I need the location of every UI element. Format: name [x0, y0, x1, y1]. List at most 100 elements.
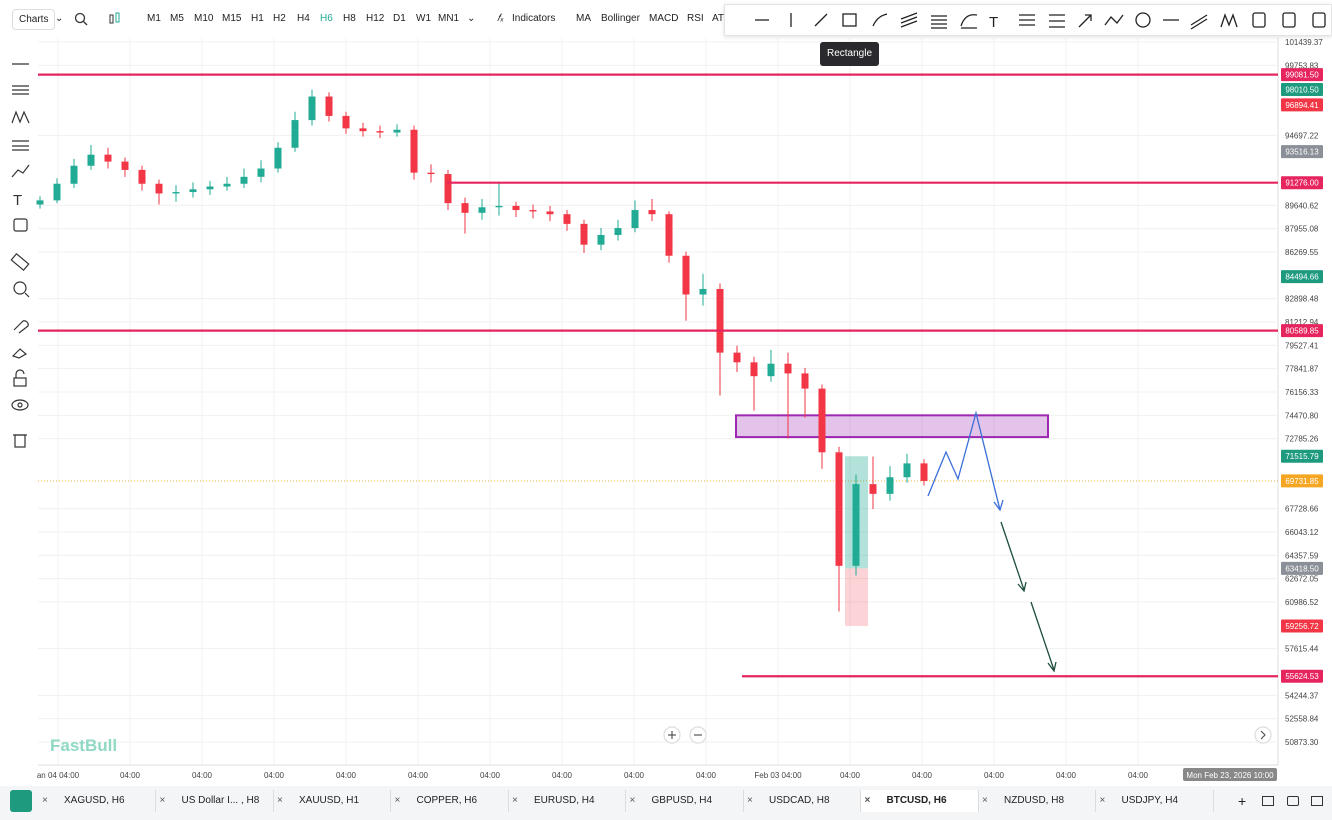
layout-icon[interactable] [1262, 796, 1274, 806]
zone-rectangle [735, 414, 1049, 439]
close-tab[interactable]: × [277, 795, 283, 806]
y-tick-label: 86269.55 [1285, 248, 1319, 257]
candle-body [716, 288, 724, 353]
tab-label: COPPER, H6 [416, 795, 478, 806]
symbol-tab[interactable]: × NZDUSD, H8 [978, 790, 1096, 812]
y-tick-label: 57615.44 [1285, 645, 1319, 654]
x-tick-label: 04:00 [696, 771, 717, 780]
charts-button[interactable]: Charts [12, 9, 56, 30]
close-tab[interactable]: × [1099, 795, 1106, 806]
candle-body [869, 484, 877, 494]
study-button[interactable]: AT [712, 13, 725, 24]
indicators-button[interactable]: Indicators [512, 13, 556, 24]
price-tag [1281, 176, 1323, 190]
symbol-tab[interactable]: × BTCUSD, H6 [860, 790, 979, 812]
timeframe-button[interactable]: H4 [297, 13, 310, 24]
price-tag-label: 99081.50 [1285, 71, 1319, 80]
candle-body [172, 192, 180, 194]
symbol-tab[interactable]: × USDJPY, H4 [1096, 790, 1214, 812]
candle-body [903, 463, 911, 478]
search-icon[interactable] [74, 12, 88, 26]
x-tick-label: 04:00 [552, 771, 573, 780]
study-button[interactable]: MACD [649, 13, 679, 24]
timeframe-button[interactable]: M15 [222, 13, 242, 24]
fullscreen-icon[interactable] [1311, 796, 1323, 806]
timeframe-button[interactable]: MN1 [438, 13, 460, 24]
svg-text:T: T [13, 192, 22, 209]
candle-body [818, 388, 826, 453]
y-tick-label: 87955.08 [1285, 225, 1319, 234]
dropdown-caret[interactable]: ⌄ [55, 13, 64, 24]
candle-body [308, 96, 316, 121]
symbol-tab[interactable]: × EURUSD, H4 [508, 790, 626, 812]
y-tick-label: 76156.33 [1285, 388, 1319, 397]
symbol-tab[interactable]: × XAUUSD, H1 [273, 790, 391, 812]
add-tab[interactable]: + [1238, 793, 1247, 809]
close-tab[interactable]: × [42, 795, 48, 806]
close-tab[interactable]: × [982, 795, 988, 806]
tab-label: BTCUSD, H6 [886, 795, 947, 806]
timeframe-button[interactable]: H2 [273, 13, 286, 24]
y-tick-label: 89640.62 [1285, 201, 1319, 210]
close-tab[interactable]: × [512, 795, 518, 806]
timeframe-button[interactable]: H8 [343, 13, 356, 24]
arrow-head [1017, 581, 1027, 593]
close-tab[interactable]: × [629, 795, 636, 806]
candle-body [206, 186, 214, 190]
symbol-tab[interactable]: × US Dollar I... , H8 [156, 790, 274, 812]
candle-body [852, 484, 860, 566]
x-tick-label: 04:00 [984, 771, 1005, 780]
timeframe-button[interactable]: H6 [320, 13, 333, 24]
price-tag [1281, 68, 1323, 82]
y-tick-label: 94697.22 [1285, 131, 1319, 140]
svg-text:T: T [989, 14, 998, 31]
price-tag [1281, 324, 1323, 338]
timeframe-button[interactable]: M1 [147, 13, 161, 24]
candle-body [342, 115, 350, 129]
close-tab[interactable]: × [394, 795, 401, 806]
x-tick-label: 04:00 [120, 771, 141, 780]
candle-body [104, 154, 112, 162]
price-tag-label: 71515.79 [1285, 452, 1319, 461]
y-tick-label: 72785.26 [1285, 435, 1319, 444]
y-tick-label: 77841.87 [1285, 365, 1319, 374]
timeframe-button[interactable]: M5 [170, 13, 184, 24]
close-tab[interactable]: × [159, 795, 166, 806]
study-button[interactable]: Bollinger [601, 13, 640, 24]
price-tag [1281, 145, 1323, 159]
tools-icon[interactable] [10, 790, 32, 812]
study-button[interactable]: RSI [687, 13, 704, 24]
candle-body [699, 288, 707, 295]
symbol-tab[interactable]: × XAGUSD, H6 [38, 790, 156, 812]
tab-label: GBPUSD, H4 [651, 795, 713, 806]
symbol-tab[interactable]: × COPPER, H6 [391, 790, 509, 812]
price-tag-label: 93516.13 [1285, 148, 1319, 157]
drawing-tools: T [755, 12, 1326, 31]
close-tab[interactable]: × [747, 795, 753, 806]
timeframe-button[interactable]: W1 [416, 13, 431, 24]
x-tick-label: Feb 03 04:00 [754, 771, 802, 780]
timeframe-button[interactable]: M10 [194, 13, 214, 24]
timeframe-button[interactable]: H1 [251, 13, 264, 24]
timeframe-button[interactable]: D1 [393, 13, 406, 24]
y-tick-label: 52558.84 [1285, 715, 1319, 724]
close-tab[interactable]: × [864, 795, 871, 806]
candle-body [121, 161, 129, 170]
symbol-tab[interactable]: × GBPUSD, H4 [626, 790, 744, 812]
candle-body [682, 255, 690, 295]
timeframe-button[interactable]: H12 [366, 13, 385, 24]
candle-body [461, 203, 469, 213]
symbol-tab[interactable]: × USDCAD, H8 [743, 790, 861, 812]
candle-body [648, 210, 656, 215]
candle-body [427, 172, 435, 175]
candle-body [325, 96, 333, 116]
chart: 101439.37 99753.83 94697.22 89640.62 87955.0… [10, 38, 1324, 781]
study-button[interactable]: MA [576, 13, 591, 24]
candle-body [750, 362, 758, 377]
timeframe-caret[interactable]: ⌄ [467, 13, 476, 24]
candle-body [240, 176, 248, 184]
candle-icon[interactable] [108, 11, 122, 27]
x-tick-label: 04:00 [336, 771, 357, 780]
window-icon[interactable] [1287, 796, 1299, 806]
x-tick-label: 04:00 [1056, 771, 1077, 780]
